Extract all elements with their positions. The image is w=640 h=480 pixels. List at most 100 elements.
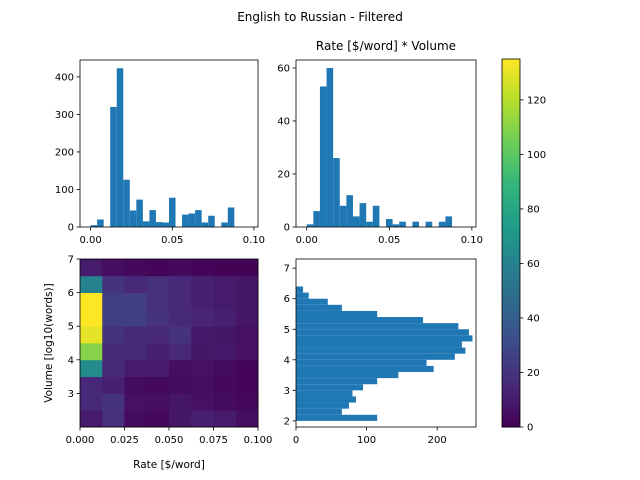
colorbar-gradient-step bbox=[502, 304, 520, 308]
colorbar-gradient-step bbox=[502, 298, 520, 302]
hist2d-cell bbox=[213, 259, 237, 277]
colorbar-gradient-step bbox=[502, 335, 520, 339]
hist-rate-volume-bar bbox=[319, 86, 327, 227]
hist-volume-bar bbox=[296, 292, 309, 299]
hist2d-cell bbox=[80, 275, 103, 293]
hist2d-cell bbox=[191, 343, 214, 361]
hist-rate-ytick-label: 0 bbox=[68, 223, 74, 234]
hist2d-cell bbox=[146, 326, 170, 344]
hist2d-ytick-label: 5 bbox=[68, 322, 74, 333]
colorbar-gradient-step bbox=[502, 163, 520, 167]
hist-rate-xtick-label: 0.05 bbox=[161, 235, 183, 246]
hist-rate-volume-bar bbox=[339, 205, 347, 227]
hist2d-cell bbox=[235, 393, 259, 411]
colorbar-gradient-step bbox=[502, 384, 520, 388]
hist2d-cell bbox=[191, 275, 214, 293]
hist2d-cell bbox=[80, 410, 103, 428]
colorbar-gradient-step bbox=[502, 117, 520, 121]
hist-rate-volume-bar bbox=[326, 67, 334, 227]
hist2d-cell bbox=[235, 343, 259, 361]
hist-rate-volume-ytick-label: 60 bbox=[277, 63, 290, 74]
hist2d-cell bbox=[146, 275, 170, 293]
hist2d-cell bbox=[102, 343, 125, 361]
hist-rate-volume-bar bbox=[366, 221, 373, 227]
hist-volume-bar bbox=[296, 396, 356, 403]
hist-volume-bar bbox=[296, 359, 427, 366]
colorbar-gradient-step bbox=[502, 307, 520, 311]
hist2d-cell bbox=[213, 275, 237, 293]
hist-rate-volume-title: Rate [$/word] * Volume bbox=[316, 39, 456, 53]
hist2d-cell bbox=[235, 410, 259, 428]
hist-rate-bar bbox=[123, 179, 130, 227]
hist-rate-volume-ytick-label: 20 bbox=[277, 169, 290, 180]
colorbar-gradient-step bbox=[502, 270, 520, 275]
colorbar-gradient-step bbox=[502, 98, 520, 103]
colorbar-gradient-step bbox=[502, 138, 520, 143]
hist2d-xtick-label: 0.025 bbox=[110, 435, 139, 446]
hist-rate-bar bbox=[208, 215, 215, 227]
colorbar-gradient-step bbox=[502, 114, 520, 118]
colorbar-gradient-step bbox=[502, 347, 520, 351]
hist-rate-volume-bar bbox=[386, 219, 393, 227]
colorbar-gradient-step bbox=[502, 178, 520, 183]
hist2d-panel: 0.000 0.025 0.050 0.075 0.100 3 4 5 6 7 Rate [$/wo… bbox=[43, 255, 272, 472]
colorbar-gradient-step bbox=[502, 289, 520, 293]
hist2d-cell bbox=[80, 326, 103, 344]
hist-rate-bar bbox=[155, 222, 163, 227]
hist2d-cell bbox=[235, 359, 259, 377]
hist-rate-volume-bar bbox=[346, 195, 353, 227]
colorbar-gradient-step bbox=[502, 295, 520, 299]
hist-rate-bar bbox=[90, 225, 98, 227]
hist2d-cell bbox=[124, 376, 148, 394]
hist-rate-bar bbox=[227, 207, 235, 227]
colorbar-gradient-step bbox=[502, 239, 520, 244]
hist2d-xtick-label: 0.000 bbox=[66, 435, 95, 446]
colorbar-gradient-step bbox=[502, 414, 520, 419]
hist2d-cell bbox=[80, 259, 103, 277]
colorbar-frame bbox=[501, 58, 521, 428]
colorbar-gradient-step bbox=[502, 405, 520, 410]
hist2d-cell bbox=[169, 259, 192, 277]
colorbar-gradient-step bbox=[502, 181, 520, 186]
hist-volume-bar bbox=[296, 310, 378, 318]
hist2d-cell bbox=[235, 326, 259, 344]
hist2d-cell bbox=[146, 343, 170, 361]
hist2d-cell bbox=[146, 376, 170, 394]
colorbar-gradient-step bbox=[502, 105, 520, 109]
hist2d-ytick-label: 3 bbox=[68, 389, 74, 400]
colorbar-gradient-step bbox=[502, 313, 520, 318]
hist2d-xlabel: Rate [$/word] bbox=[133, 459, 205, 471]
colorbar-gradient-step bbox=[502, 243, 520, 247]
colorbar-gradient-step bbox=[502, 59, 520, 63]
hist2d-cell bbox=[191, 259, 214, 277]
colorbar-gradient-step bbox=[502, 276, 520, 281]
colorbar-gradient-step bbox=[502, 221, 520, 226]
hist2d-cell bbox=[146, 259, 170, 277]
hist2d-cell bbox=[191, 309, 214, 327]
colorbar-gradient-step bbox=[502, 151, 520, 155]
colorbar-gradient-step bbox=[502, 292, 520, 296]
hist2d-cell bbox=[146, 359, 170, 377]
hist-volume-bar bbox=[296, 402, 349, 409]
colorbar-gradient-step bbox=[502, 285, 520, 290]
hist2d-cell bbox=[124, 292, 148, 310]
hist-volume-ytick-label: 2 bbox=[284, 416, 290, 427]
hist2d-cell bbox=[124, 410, 148, 428]
hist2d-cell bbox=[124, 275, 148, 293]
colorbar-gradient-step bbox=[502, 120, 520, 124]
colorbar-gradient-step bbox=[502, 359, 520, 364]
hist2d-cell bbox=[213, 326, 237, 344]
hist-volume-bar bbox=[296, 347, 466, 354]
hist2d-cell bbox=[80, 292, 103, 310]
hist2d-xtick-label: 0.100 bbox=[244, 435, 273, 446]
colorbar-gradient-step bbox=[502, 169, 520, 173]
hist2d-xtick-label: 0.050 bbox=[155, 435, 184, 446]
colorbar-tick-label: 60 bbox=[527, 259, 540, 270]
colorbar-gradient-step bbox=[502, 233, 520, 238]
colorbar-gradient-step bbox=[502, 417, 520, 422]
colorbar-tick-label: 40 bbox=[527, 313, 540, 324]
colorbar-gradient-step bbox=[502, 175, 520, 180]
hist-rate-volume-bar bbox=[399, 221, 406, 227]
colorbar-gradient-step bbox=[502, 135, 520, 140]
hist2d-cell bbox=[169, 376, 192, 394]
